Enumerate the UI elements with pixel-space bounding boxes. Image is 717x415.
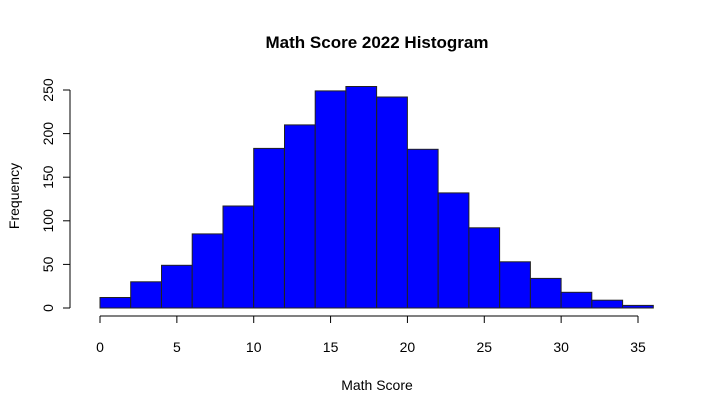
histogram-bar-11 — [437, 192, 470, 309]
x-axis: 0 5 10 15 20 25 30 35 — [96, 315, 646, 355]
y-tick-label-4: 200 — [40, 122, 56, 146]
histogram-bar-4 — [222, 205, 255, 309]
y-axis: 0 50 100 150 200 250 — [40, 78, 71, 312]
histogram-bar-1 — [130, 281, 162, 309]
histogram-bar-9 — [376, 96, 408, 309]
x-tick-label-4: 20 — [400, 339, 416, 355]
x-tick-label-2: 10 — [246, 339, 262, 355]
chart-title: Math Score 2022 Histogram — [266, 33, 489, 52]
histogram-bar-12 — [468, 227, 501, 309]
histogram-bar-8 — [345, 86, 378, 309]
histogram-bar-3 — [191, 233, 224, 309]
histogram-bar-14 — [529, 277, 562, 309]
y-tick-label-0: 0 — [40, 304, 56, 312]
y-tick-label-5: 250 — [40, 78, 56, 102]
histogram-bar-13 — [499, 261, 531, 309]
x-tick-label-5: 25 — [476, 339, 492, 355]
x-tick-label-7: 35 — [630, 339, 646, 355]
bars-group — [99, 86, 654, 309]
histogram-bar-16 — [591, 299, 624, 309]
x-axis-label: Math Score — [341, 377, 413, 393]
histogram-bar-6 — [284, 124, 316, 309]
x-tick-label-1: 5 — [173, 339, 181, 355]
histogram-bar-5 — [253, 147, 285, 309]
y-tick-label-2: 100 — [40, 209, 56, 233]
y-tick-label-3: 150 — [40, 165, 56, 189]
histogram-bar-0 — [99, 297, 132, 309]
histogram-bar-7 — [314, 90, 347, 309]
histogram-bar-15 — [560, 291, 593, 309]
histogram-bar-2 — [161, 264, 193, 309]
y-tick-label-1: 50 — [40, 256, 56, 272]
x-tick-label-6: 30 — [553, 339, 569, 355]
y-axis-label: Frequency — [6, 163, 22, 229]
histogram-bar-17 — [622, 304, 654, 309]
x-tick-label-0: 0 — [96, 339, 104, 355]
histogram-bar-10 — [406, 148, 439, 309]
x-tick-label-3: 15 — [323, 339, 339, 355]
